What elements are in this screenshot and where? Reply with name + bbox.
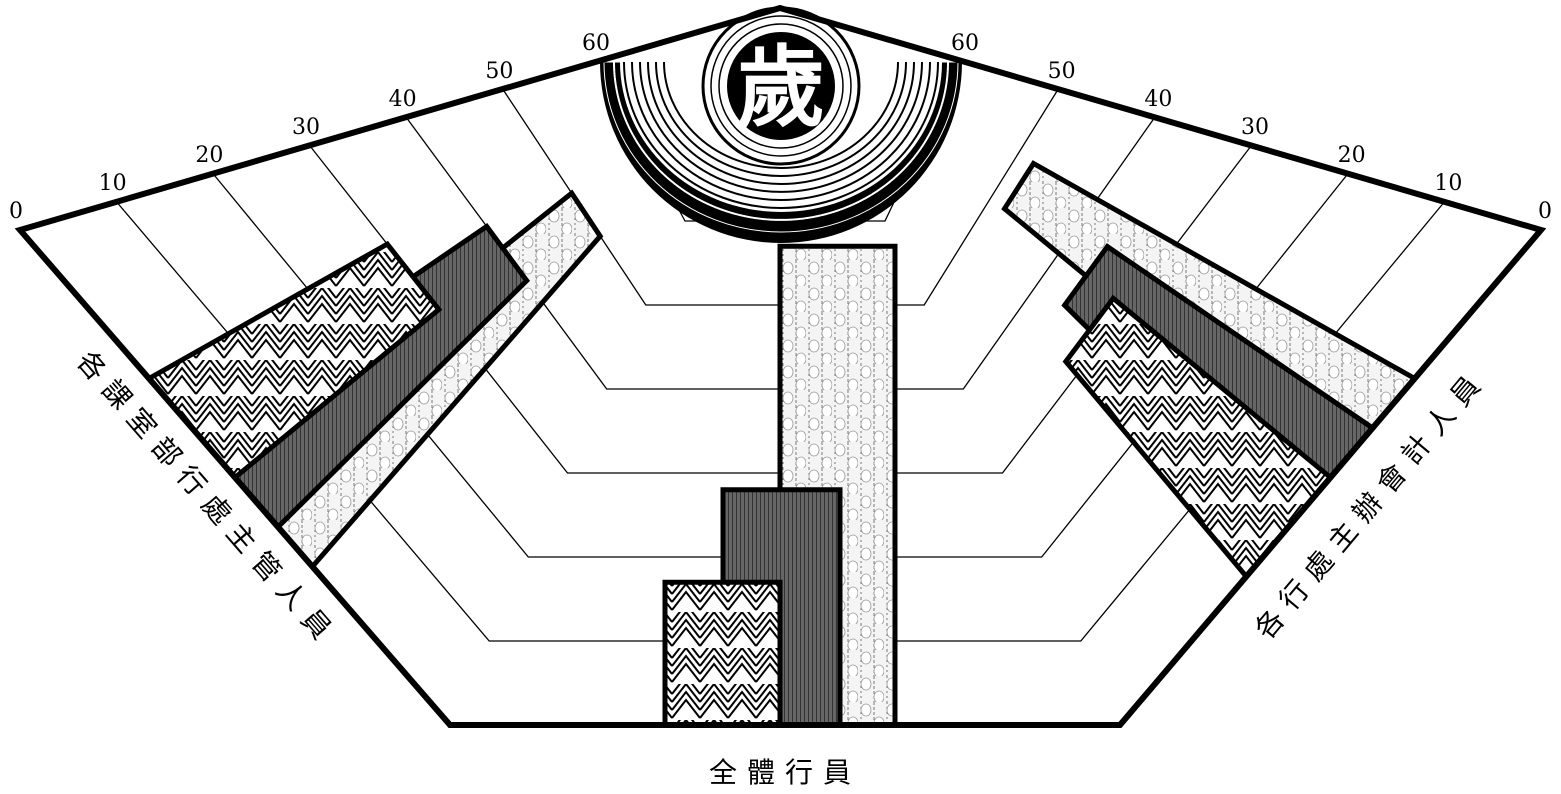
tick-label: 40	[389, 87, 417, 112]
tick-label: 40	[1144, 87, 1172, 112]
tick-label: 30	[292, 115, 320, 140]
tick-label: 10	[1434, 171, 1462, 196]
bar	[662, 579, 783, 728]
tick-label: 50	[1048, 59, 1076, 84]
frame	[14, 4, 1547, 728]
tick-label: 60	[951, 31, 979, 56]
unit-label: 歲	[737, 35, 825, 139]
category-label: 全體行員	[709, 756, 861, 789]
tick-label: 0	[1538, 199, 1552, 224]
tick-label: 20	[195, 143, 223, 168]
tick-label: 50	[485, 59, 513, 84]
tick-label: 60	[582, 31, 610, 56]
bars	[145, 160, 1419, 728]
tick-label: 20	[1338, 143, 1366, 168]
tick-label: 30	[1241, 115, 1269, 140]
unit-emblem: 歲	[600, 6, 962, 244]
tick-label: 10	[99, 171, 127, 196]
tick-label: 0	[9, 199, 23, 224]
